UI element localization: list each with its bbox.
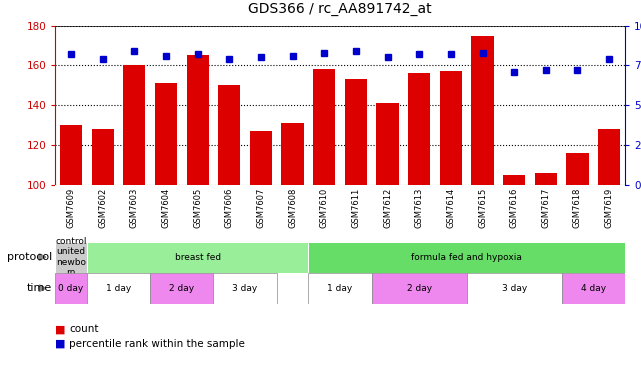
Bar	[308, 242, 625, 273]
Text: GSM7606: GSM7606	[225, 188, 234, 228]
Bar	[503, 175, 525, 185]
Text: GSM7614: GSM7614	[446, 188, 455, 228]
Bar	[187, 56, 209, 185]
Text: formula fed and hypoxia: formula fed and hypoxia	[412, 253, 522, 262]
Text: GSM7617: GSM7617	[542, 188, 551, 228]
Bar	[535, 173, 557, 185]
Text: time: time	[27, 283, 52, 293]
Text: GSM7607: GSM7607	[256, 188, 265, 228]
Bar	[250, 131, 272, 185]
Text: 4 day: 4 day	[581, 284, 606, 293]
Text: 1 day: 1 day	[106, 284, 131, 293]
Bar	[345, 79, 367, 185]
Bar	[372, 273, 467, 304]
Bar	[308, 273, 372, 304]
Bar	[60, 125, 82, 185]
Bar	[92, 129, 113, 185]
Text: 0 day: 0 day	[58, 284, 83, 293]
Text: GSM7619: GSM7619	[604, 188, 613, 228]
Bar	[562, 273, 625, 304]
Text: GSM7602: GSM7602	[98, 188, 107, 228]
Text: GSM7616: GSM7616	[510, 188, 519, 228]
Text: GSM7604: GSM7604	[162, 188, 171, 228]
Text: GSM7618: GSM7618	[573, 188, 582, 228]
Text: ■: ■	[55, 339, 65, 349]
Text: GDS366 / rc_AA891742_at: GDS366 / rc_AA891742_at	[248, 3, 432, 16]
Bar	[567, 153, 588, 185]
Bar	[408, 74, 430, 185]
Bar	[150, 273, 213, 304]
Text: 2 day: 2 day	[406, 284, 432, 293]
Bar	[55, 273, 87, 304]
Bar	[218, 85, 240, 185]
Text: GSM7608: GSM7608	[288, 188, 297, 228]
Bar	[440, 71, 462, 185]
Text: GSM7611: GSM7611	[351, 188, 360, 228]
Bar	[155, 83, 177, 185]
Text: control
united
newbo
rn: control united newbo rn	[55, 237, 87, 277]
Text: breast fed: breast fed	[174, 253, 221, 262]
Bar	[471, 36, 494, 185]
Bar	[376, 103, 399, 185]
Text: GSM7610: GSM7610	[320, 188, 329, 228]
Text: 1 day: 1 day	[328, 284, 353, 293]
Text: GSM7603: GSM7603	[129, 188, 138, 228]
Text: GSM7609: GSM7609	[67, 188, 76, 228]
Bar	[467, 273, 562, 304]
Text: 3 day: 3 day	[501, 284, 527, 293]
Text: 3 day: 3 day	[233, 284, 258, 293]
Bar	[55, 242, 87, 273]
Bar	[123, 66, 146, 185]
Bar	[281, 123, 304, 185]
Text: protocol: protocol	[6, 252, 52, 262]
Text: 2 day: 2 day	[169, 284, 194, 293]
Text: ■: ■	[55, 324, 65, 335]
Text: percentile rank within the sample: percentile rank within the sample	[69, 339, 245, 349]
Text: count: count	[69, 324, 99, 335]
Bar	[598, 129, 620, 185]
Text: GSM7613: GSM7613	[415, 188, 424, 228]
Bar	[313, 70, 335, 185]
Bar	[87, 273, 150, 304]
Text: GSM7605: GSM7605	[193, 188, 202, 228]
Bar	[87, 242, 308, 273]
Text: GSM7615: GSM7615	[478, 188, 487, 228]
Bar	[213, 273, 277, 304]
Text: GSM7612: GSM7612	[383, 188, 392, 228]
